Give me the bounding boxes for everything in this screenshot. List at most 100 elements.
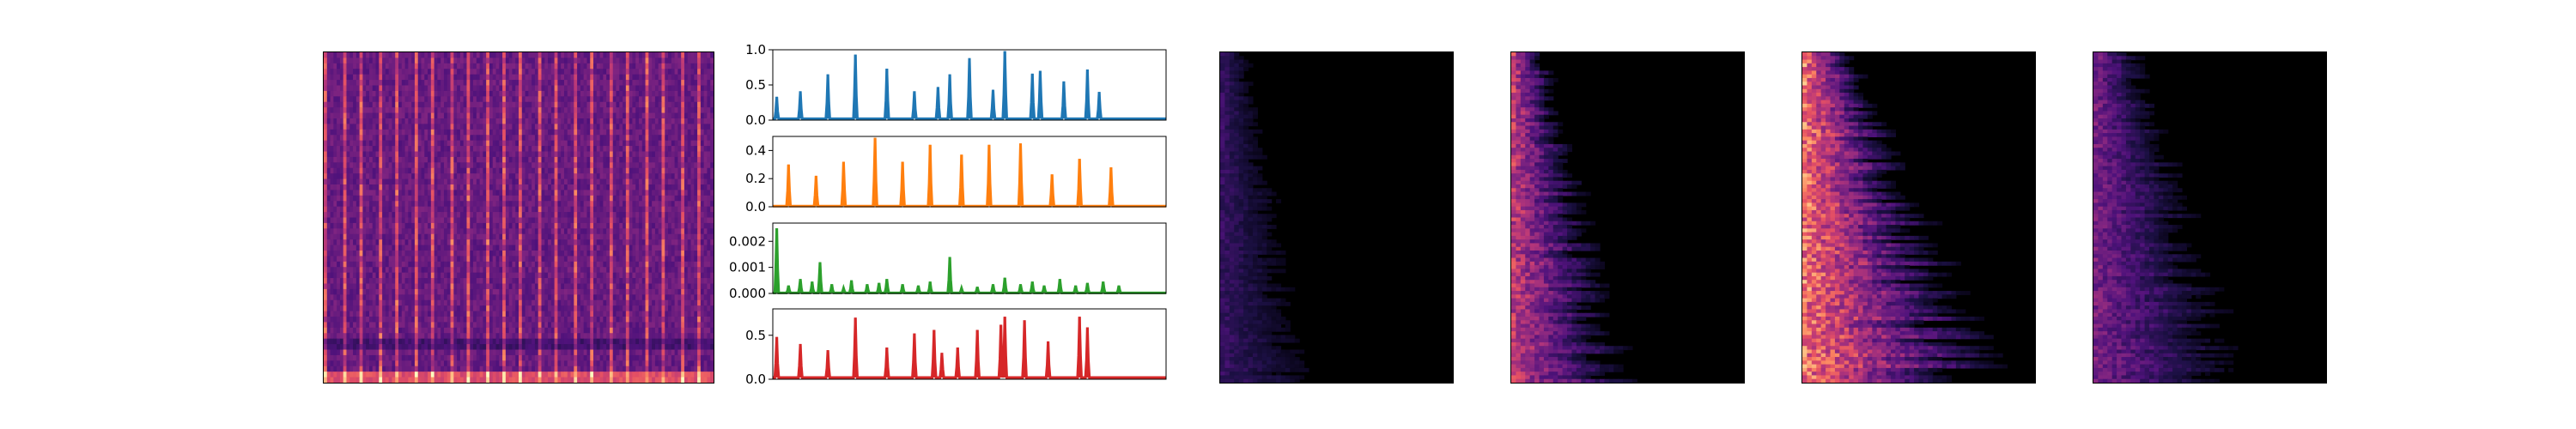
heatmap-cell bbox=[707, 206, 711, 213]
heatmap-cell bbox=[532, 167, 536, 174]
heatmap-cell bbox=[349, 101, 354, 108]
heatmap-cell bbox=[333, 151, 337, 158]
heatmap-cell bbox=[404, 57, 409, 64]
heatmap-cell bbox=[697, 167, 702, 174]
heatmap-cell bbox=[388, 107, 393, 114]
heatmap-cell bbox=[486, 118, 490, 125]
heatmap-cell bbox=[700, 96, 705, 103]
heatmap-cell bbox=[570, 69, 574, 76]
heatmap-cell bbox=[476, 167, 481, 174]
heatmap-cell bbox=[411, 162, 416, 169]
heatmap-cell bbox=[343, 278, 348, 285]
heatmap-cell bbox=[654, 212, 659, 219]
heatmap-cell bbox=[483, 228, 487, 235]
heatmap-cell bbox=[375, 233, 380, 240]
heatmap-cell bbox=[434, 212, 439, 219]
heatmap-cell bbox=[629, 85, 634, 92]
heatmap-cell bbox=[395, 278, 399, 285]
heatmap-cell bbox=[697, 124, 702, 130]
heatmap-cell bbox=[379, 222, 383, 229]
heatmap-cell bbox=[528, 190, 532, 196]
heatmap-cell bbox=[362, 245, 367, 251]
heatmap-cell bbox=[343, 251, 348, 257]
heatmap-cell bbox=[570, 261, 574, 268]
heatmap-cell bbox=[330, 256, 334, 263]
heatmap-cell bbox=[612, 261, 617, 268]
heatmap-cell bbox=[392, 217, 396, 224]
heatmap-cell bbox=[710, 156, 714, 163]
heatmap-cell bbox=[421, 124, 425, 130]
heatmap-cell bbox=[603, 69, 607, 76]
heatmap-cell bbox=[606, 178, 611, 185]
heatmap-cell bbox=[330, 162, 334, 169]
heatmap-cell bbox=[470, 151, 474, 158]
heatmap-cell bbox=[411, 140, 416, 147]
heatmap-cell bbox=[648, 140, 653, 147]
heatmap-cell bbox=[483, 140, 487, 147]
heatmap-cell bbox=[459, 52, 465, 59]
heatmap-cell bbox=[616, 267, 620, 274]
heatmap-cell bbox=[606, 222, 611, 229]
heatmap-cell bbox=[619, 74, 623, 81]
heatmap-cell bbox=[635, 151, 640, 158]
heatmap-cell bbox=[683, 228, 689, 235]
heatmap-cell bbox=[339, 217, 344, 224]
heatmap-cell bbox=[505, 217, 510, 224]
heatmap-cell bbox=[519, 107, 523, 114]
heatmap-cell bbox=[430, 173, 435, 180]
heatmap-cell bbox=[616, 146, 620, 153]
heatmap-cell bbox=[586, 124, 591, 130]
heatmap-cell bbox=[499, 124, 503, 130]
heatmap-cell bbox=[512, 217, 516, 224]
heatmap-cell bbox=[349, 190, 354, 196]
heatmap-cell bbox=[379, 90, 383, 97]
heatmap-cell bbox=[379, 112, 383, 119]
heatmap-cell bbox=[652, 74, 656, 81]
heatmap-cell bbox=[382, 162, 386, 169]
heatmap-cell bbox=[532, 267, 536, 274]
heatmap-cell bbox=[362, 184, 367, 191]
heatmap-cell bbox=[700, 85, 705, 92]
heatmap-cell bbox=[404, 69, 409, 76]
heatmap-cell bbox=[694, 151, 698, 158]
heatmap-cell bbox=[353, 146, 357, 153]
heatmap-cell bbox=[661, 201, 665, 208]
heatmap-cell bbox=[532, 173, 536, 180]
heatmap-cell bbox=[658, 80, 663, 87]
heatmap-cell bbox=[544, 57, 549, 64]
heatmap-cell bbox=[668, 69, 672, 76]
heatmap-cell bbox=[671, 101, 676, 108]
heatmap-cell bbox=[353, 96, 357, 103]
heatmap-cell bbox=[324, 261, 328, 268]
heatmap-cell bbox=[479, 167, 483, 174]
heatmap-cell bbox=[583, 272, 588, 279]
heatmap-cell bbox=[421, 173, 425, 180]
heatmap-cell bbox=[707, 261, 711, 268]
heatmap-cell bbox=[538, 233, 543, 240]
heatmap-cell bbox=[372, 156, 377, 163]
heatmap-cell bbox=[473, 63, 477, 69]
heatmap-cell bbox=[388, 261, 393, 268]
heatmap-cell bbox=[353, 101, 357, 108]
heatmap-cell bbox=[443, 140, 448, 147]
heatmap-cell bbox=[609, 52, 614, 59]
heatmap-cell bbox=[392, 107, 396, 114]
heatmap-cell bbox=[324, 272, 328, 279]
heatmap-cell bbox=[661, 151, 665, 158]
heatmap-cell bbox=[603, 85, 607, 92]
heatmap-cell bbox=[463, 112, 468, 119]
heatmap-cell bbox=[502, 112, 507, 119]
heatmap-cell bbox=[430, 112, 435, 119]
heatmap-cell bbox=[687, 80, 692, 87]
heatmap-cell bbox=[505, 261, 510, 268]
heatmap-cell bbox=[398, 107, 403, 114]
heatmap-cell bbox=[401, 90, 406, 97]
heatmap-cell bbox=[330, 52, 334, 59]
heatmap-cell bbox=[596, 107, 601, 114]
heatmap-cell bbox=[489, 162, 494, 169]
heatmap-cell bbox=[359, 156, 363, 163]
heatmap-cell bbox=[489, 156, 494, 163]
heatmap-cell bbox=[677, 146, 682, 153]
heatmap-cell bbox=[580, 178, 585, 185]
heatmap-cell bbox=[671, 69, 676, 76]
